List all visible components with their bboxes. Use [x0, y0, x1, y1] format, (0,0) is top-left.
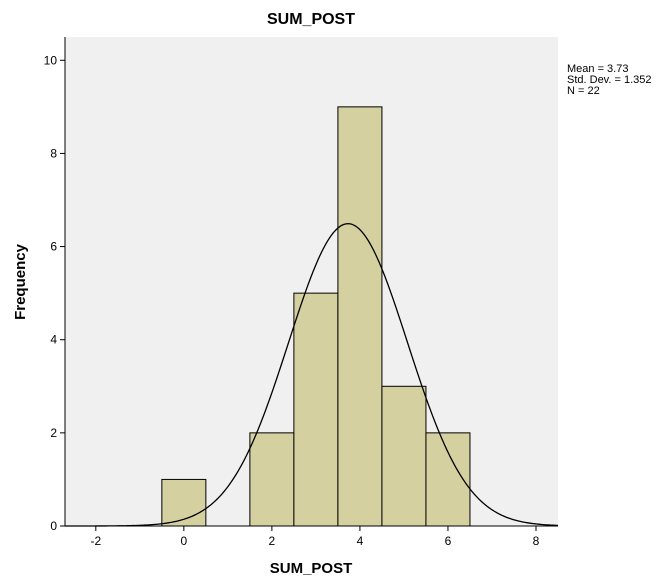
histogram-bar — [337, 106, 383, 527]
y-axis-title: Frequency — [12, 243, 29, 320]
x-tick-label: 4 — [357, 534, 364, 548]
stats-line: N = 22 — [567, 85, 600, 97]
normal-curve — [65, 223, 559, 527]
histogram-bar — [161, 478, 207, 527]
histogram-bars — [161, 106, 471, 527]
x-tick-label: 0 — [181, 534, 188, 548]
y-tick-label: 2 — [50, 426, 57, 440]
histogram-bar — [381, 385, 427, 527]
axes: -2 0 2 4 6 8 0 2 4 6 8 10 — [44, 37, 558, 548]
y-tick-label: 0 — [50, 519, 57, 533]
chart-title: SUM_POST — [267, 11, 355, 28]
y-tick-label: 10 — [44, 53, 58, 67]
x-axis-title: SUM_POST — [270, 560, 353, 577]
y-tick-label: 6 — [50, 240, 57, 254]
stats-line: Std. Dev. = 1.352 — [567, 74, 652, 86]
x-tick-label: 6 — [445, 534, 452, 548]
histogram-bar — [293, 292, 339, 527]
x-tick-label: -2 — [90, 534, 101, 548]
stats-line: Mean = 3.73 — [567, 63, 628, 75]
x-tick-label: 2 — [269, 534, 276, 548]
histogram-bar — [249, 432, 295, 527]
x-tick-label: 8 — [533, 534, 540, 548]
y-tick-label: 4 — [50, 333, 57, 347]
y-tick-label: 8 — [50, 146, 57, 160]
